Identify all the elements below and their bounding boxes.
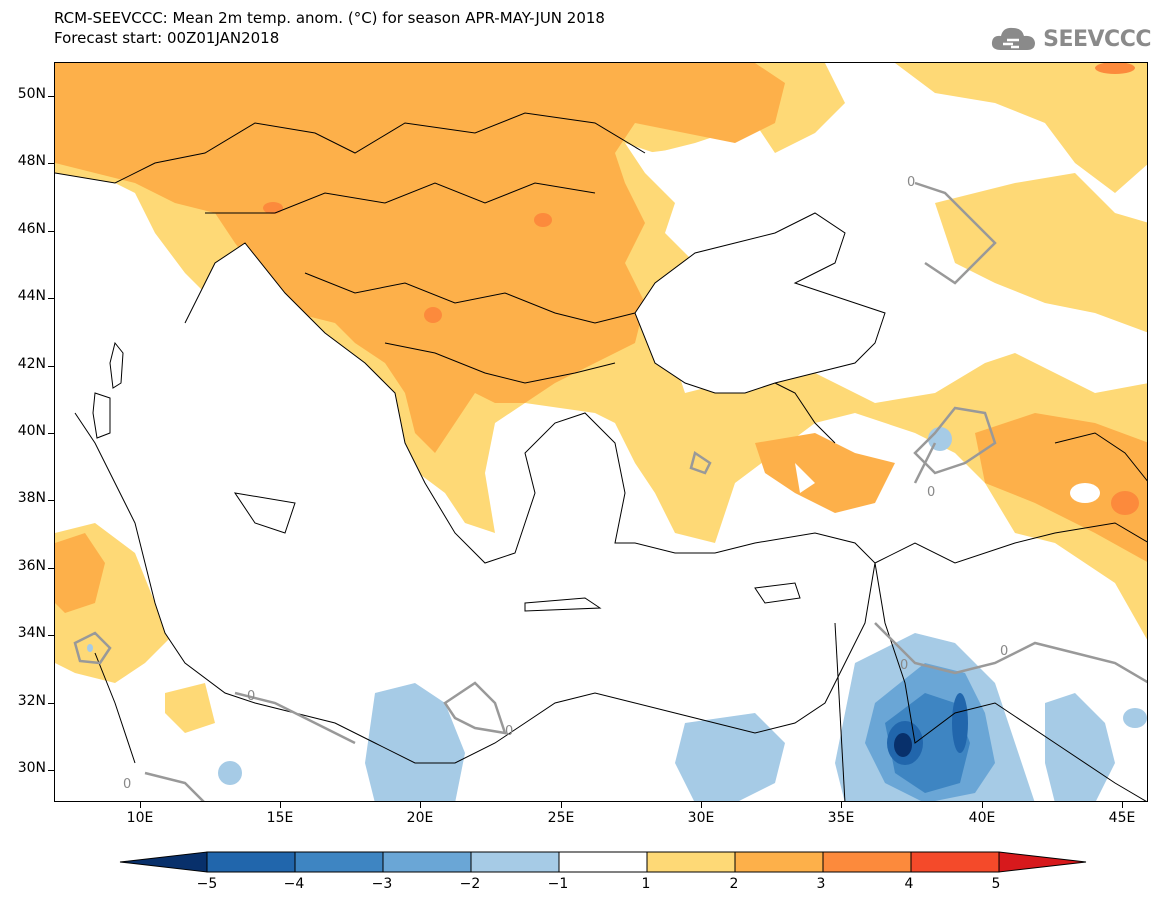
contour-labels: 0 0 0 0 0 0 0	[123, 175, 1008, 792]
lat-tick	[48, 635, 54, 636]
title-line-1: RCM-SEEVCCC: Mean 2m temp. anom. (°C) fo…	[54, 9, 605, 27]
lat-label: 34N	[17, 625, 46, 641]
map-canvas: 0 0 0 0 0 0 0	[55, 63, 1147, 801]
lat-label: 38N	[17, 490, 46, 506]
colorbar-label: −4	[283, 876, 305, 892]
lon-label: 40E	[968, 810, 996, 826]
colorbar-cell	[734, 851, 824, 873]
colorbar-cell	[558, 851, 648, 873]
colorbar-cell	[998, 851, 1087, 873]
colorbar-cell	[294, 851, 384, 873]
contour-label: 0	[927, 485, 935, 500]
contour-label: 0	[1000, 644, 1008, 659]
black-sea	[635, 213, 885, 393]
sea-areas	[75, 213, 885, 763]
lat-label: 50N	[17, 86, 46, 102]
lon-tick	[280, 802, 281, 808]
coastlines-borders	[55, 112, 1147, 801]
colorbar-cell	[910, 851, 1000, 873]
lon-label: 30E	[687, 810, 715, 826]
lat-label: 44N	[17, 288, 46, 304]
colorbar-cell	[206, 851, 296, 873]
lon-tick	[701, 802, 702, 808]
contour-label: 0	[247, 689, 255, 704]
lat-tick	[48, 568, 54, 569]
warm-level-3-area	[263, 63, 1139, 515]
anomaly-map: 0 0 0 0 0 0 0	[54, 62, 1148, 802]
contour-label: 0	[505, 724, 513, 739]
contour-label: 0	[123, 777, 131, 792]
lon-tick	[561, 802, 562, 808]
lat-tick	[48, 96, 54, 97]
colorbar-label: 1	[641, 876, 651, 892]
lon-tick	[982, 802, 983, 808]
lon-tick	[420, 802, 421, 808]
lon-label: 15E	[266, 810, 294, 826]
lat-tick	[48, 231, 54, 232]
contour-label: 0	[907, 175, 915, 190]
colorbar-cell	[822, 851, 912, 873]
contour-label: 0	[900, 658, 908, 673]
lat-tick	[48, 433, 54, 434]
lon-label: 10E	[126, 810, 154, 826]
lat-label: 30N	[17, 760, 46, 776]
neutral-areas	[645, 148, 1100, 503]
mediterranean-sea	[75, 243, 875, 763]
colorbar-label: 2	[729, 876, 739, 892]
lat-tick	[48, 703, 54, 704]
islands	[92, 341, 801, 612]
lat-label: 42N	[17, 356, 46, 372]
colorbar-cell	[382, 851, 472, 873]
lat-tick	[48, 770, 54, 771]
seevccc-logo: SEEVCCC	[989, 24, 1151, 54]
cool-level-5-area	[894, 733, 912, 757]
lon-label: 45E	[1108, 810, 1136, 826]
colorbar-cell	[119, 851, 208, 873]
lon-label: 35E	[827, 810, 855, 826]
lat-label: 46N	[17, 221, 46, 237]
lon-tick	[1122, 802, 1123, 808]
cloud-icon	[992, 27, 1036, 50]
colorbar-label: −5	[196, 876, 218, 892]
lon-label: 20E	[406, 810, 434, 826]
colorbar	[119, 851, 1087, 873]
colorbar-label: −1	[547, 876, 569, 892]
map-title: RCM-SEEVCCC: Mean 2m temp. anom. (°C) fo…	[54, 8, 605, 48]
lon-label: 25E	[547, 810, 575, 826]
lat-tick	[48, 500, 54, 501]
colorbar-label: −2	[459, 876, 481, 892]
lat-tick	[48, 298, 54, 299]
colorbar-label: 5	[991, 876, 1001, 892]
lat-tick	[48, 366, 54, 367]
title-line-2: Forecast start: 00Z01JAN2018	[54, 29, 280, 47]
colorbar-cell	[646, 851, 736, 873]
colorbar-label: 4	[904, 876, 914, 892]
colorbar-label: −3	[371, 876, 393, 892]
lon-tick	[140, 802, 141, 808]
lat-tick	[48, 163, 54, 164]
lon-tick	[841, 802, 842, 808]
logo-text: SEEVCCC	[1043, 26, 1151, 52]
colorbar-cell	[470, 851, 560, 873]
lat-label: 32N	[17, 693, 46, 709]
colorbar-label: 3	[816, 876, 826, 892]
lat-label: 36N	[17, 558, 46, 574]
zero-contours	[73, 181, 1147, 801]
lat-label: 48N	[17, 153, 46, 169]
lat-label: 40N	[17, 423, 46, 439]
